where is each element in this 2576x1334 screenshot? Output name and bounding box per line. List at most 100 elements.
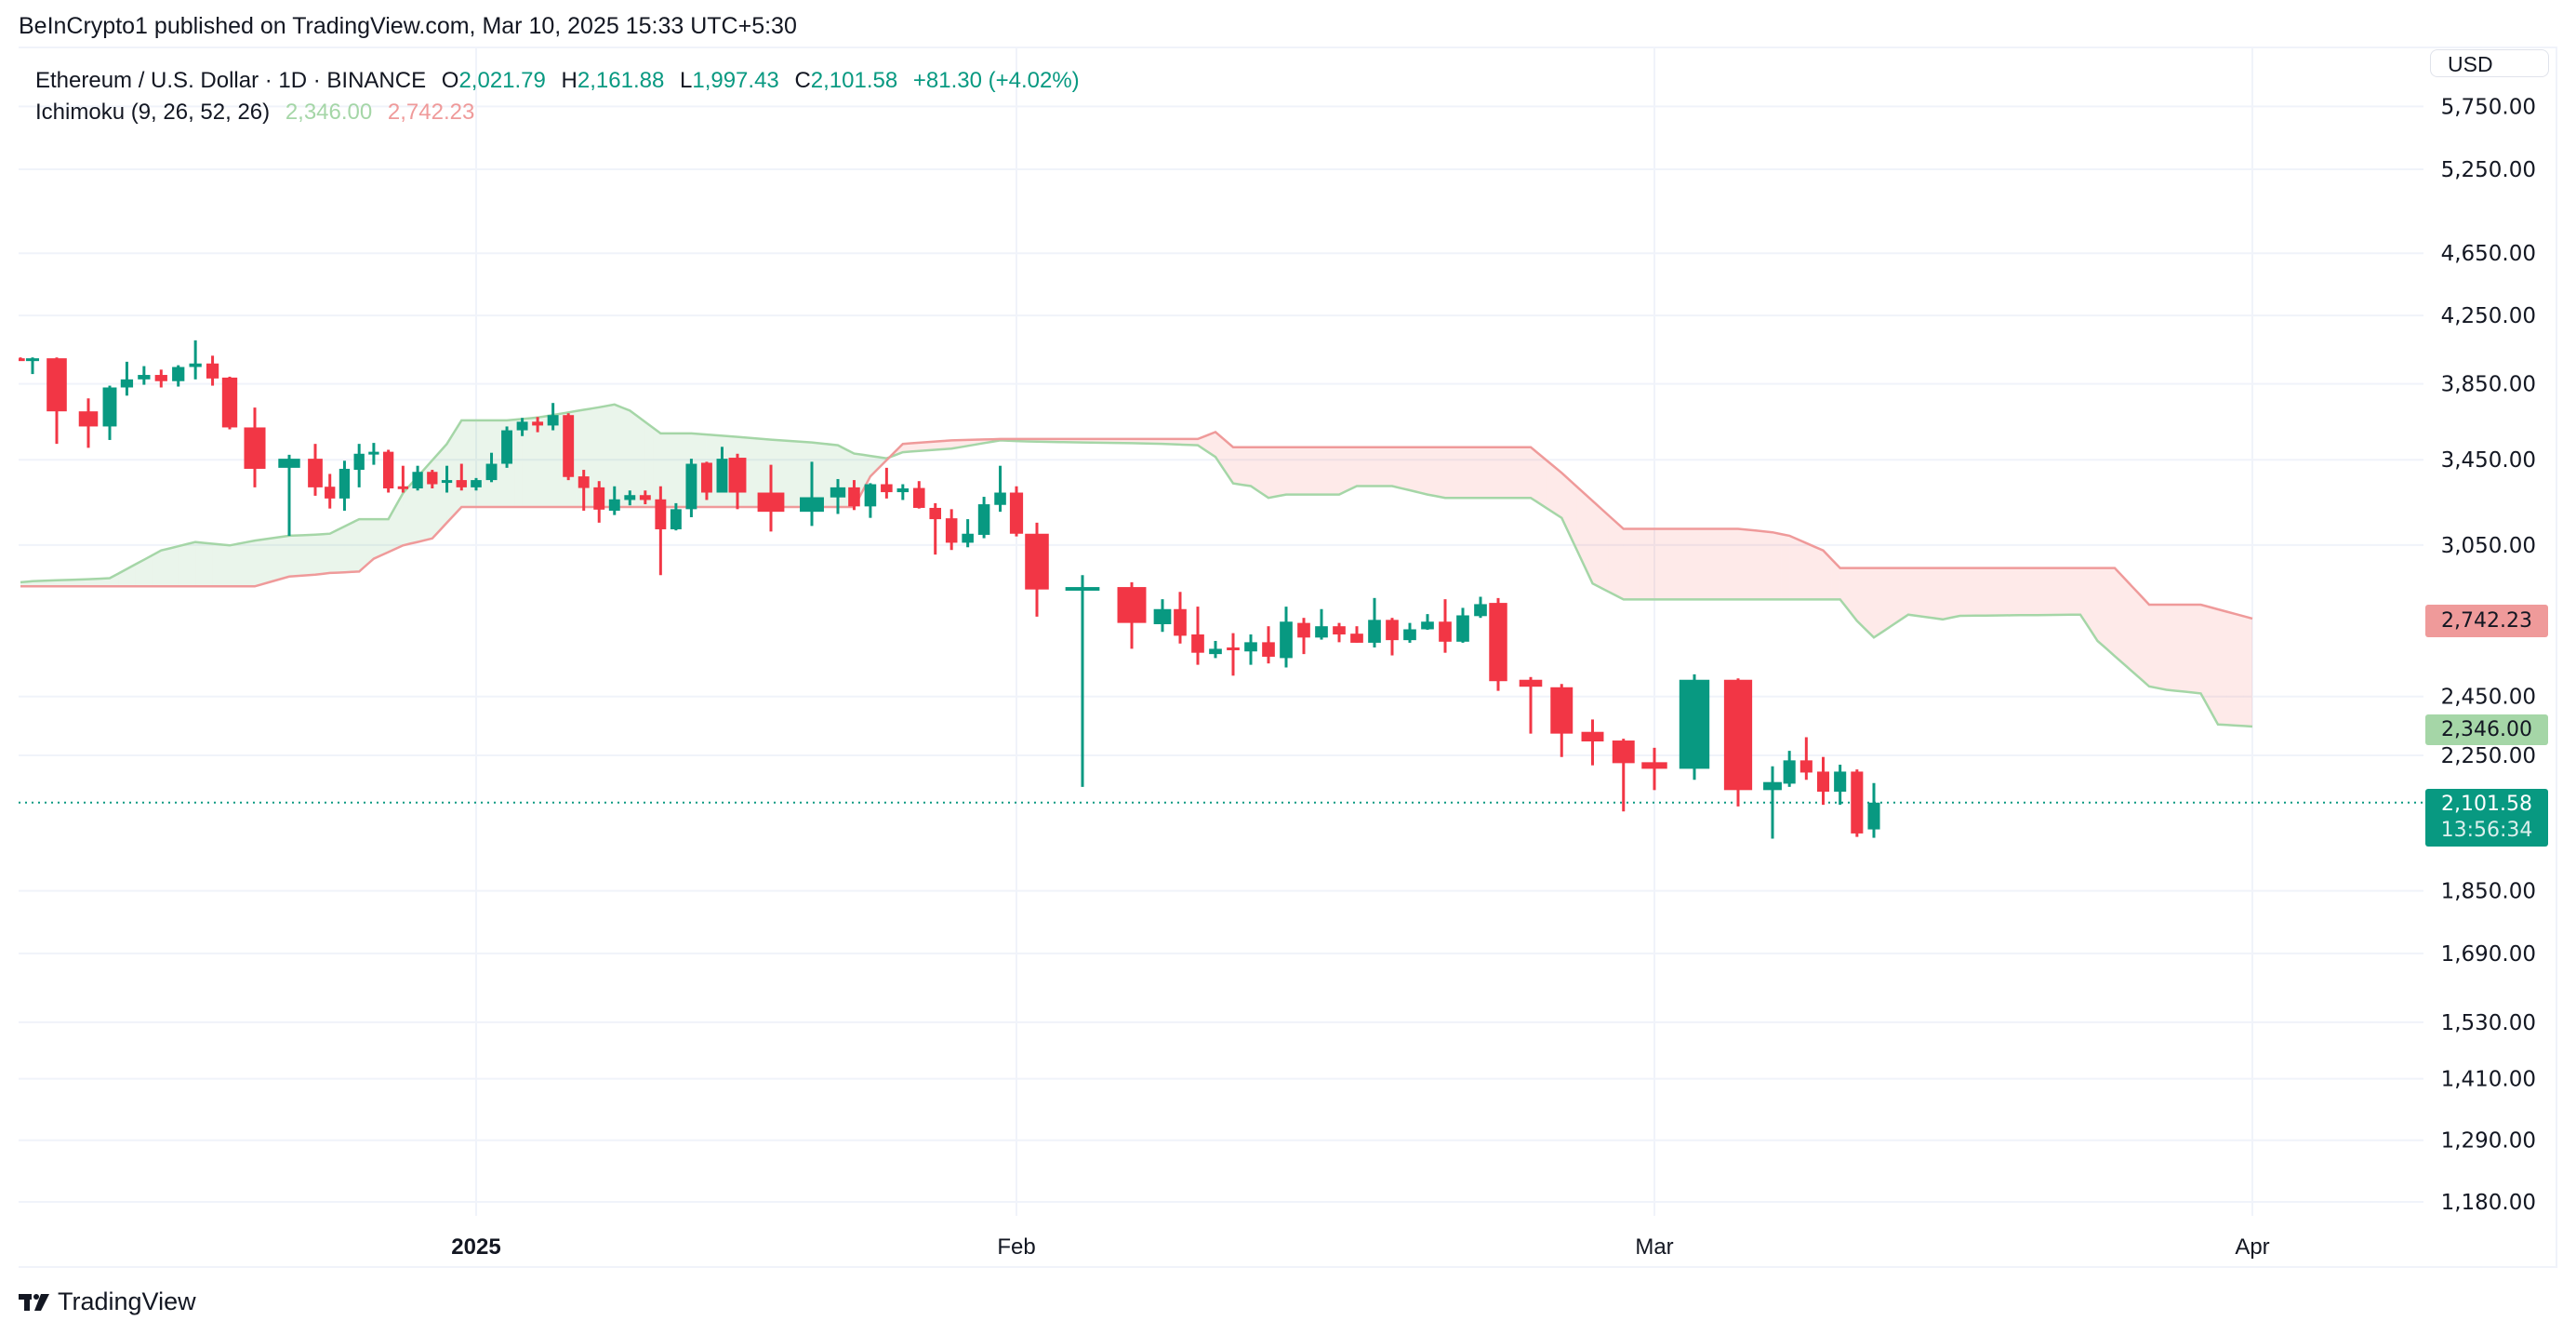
candle: [244, 407, 266, 487]
candle-body: [1519, 679, 1543, 687]
cloud-segment: [1242, 447, 1251, 487]
candle: [1816, 756, 1830, 806]
cloud-segment: [1968, 567, 1977, 616]
cloud-segment: [1694, 528, 1717, 600]
cloud-segment: [1639, 528, 1654, 600]
cloud-segment: [2037, 567, 2046, 616]
cloud-segment: [927, 441, 936, 451]
cloud-segment: [1383, 447, 1392, 487]
candle-body: [339, 468, 351, 499]
cloud-segment: [1357, 447, 1366, 487]
cloud-segment: [2012, 567, 2021, 616]
cloud-segment: [1514, 447, 1531, 499]
currency-button[interactable]: USD: [2430, 49, 2549, 77]
cloud-segment: [2226, 611, 2236, 726]
low-label: L: [679, 68, 693, 93]
candle: [563, 413, 575, 481]
cloud-segment: [591, 407, 600, 508]
cloud-segment: [212, 543, 221, 587]
cloud-segment: [919, 442, 927, 451]
cloud-segment: [1789, 535, 1799, 600]
candle-body: [368, 451, 379, 455]
cloud-segment: [1471, 447, 1481, 499]
candle-body: [1816, 771, 1830, 793]
candle: [325, 474, 336, 509]
candle-body: [881, 484, 893, 493]
span-b-price-tag: 2,742.23: [2425, 605, 2548, 637]
time-axis[interactable]: 2025 Feb Mar Apr: [451, 1234, 2269, 1260]
candle: [1386, 618, 1399, 656]
candle: [206, 355, 219, 386]
candle: [716, 447, 728, 493]
candle: [1209, 640, 1222, 659]
candle-body: [471, 480, 482, 487]
candle: [1519, 676, 1543, 734]
cloud-segment: [178, 543, 187, 587]
cloud-segment: [2115, 567, 2124, 664]
cloud-segment: [1427, 447, 1437, 497]
candle: [1153, 599, 1172, 633]
cloud-segment: [606, 404, 615, 508]
indicator-title[interactable]: Ichimoku (9, 26, 52, 26): [35, 100, 271, 125]
cloud-segment: [1773, 532, 1782, 600]
candle: [1065, 575, 1100, 787]
candle-body: [485, 463, 498, 481]
candle-body: [1783, 760, 1796, 784]
cloud-segment: [135, 559, 144, 587]
candle-body: [1191, 634, 1204, 653]
candle-body: [78, 411, 99, 427]
candle: [1421, 614, 1434, 631]
price-tick-label: 1,410.00: [2441, 1068, 2536, 1092]
cloud-segment: [380, 519, 389, 556]
time-tick-label: 2025: [451, 1234, 500, 1260]
candle-body: [1474, 604, 1487, 617]
cloud-segment: [2218, 608, 2227, 726]
candle: [593, 481, 605, 523]
candle-body: [501, 430, 513, 464]
candle: [1799, 737, 1812, 780]
cloud-segment: [902, 443, 911, 453]
candle: [471, 477, 482, 491]
low-value: 1,997.43: [692, 68, 779, 93]
cloud-segment: [1295, 447, 1304, 495]
candle: [977, 497, 990, 539]
cloud-segment: [143, 554, 153, 587]
cloud-segment: [1977, 567, 1986, 616]
candle-body: [1009, 492, 1024, 534]
cloud-segment: [1755, 530, 1773, 600]
candle: [1439, 599, 1452, 653]
candle: [1280, 607, 1293, 668]
cloud-segment: [870, 456, 879, 477]
symbol-title[interactable]: Ethereum / U.S. Dollar · 1D · BINANCE: [35, 68, 427, 93]
cloud-segment: [73, 579, 88, 587]
candle: [353, 444, 365, 487]
candle: [1783, 751, 1796, 787]
candle-body: [397, 486, 409, 489]
cloud-segment: [1463, 447, 1472, 499]
cloud-segment: [272, 535, 289, 582]
cloud-segment: [2080, 567, 2090, 628]
cloud-segment: [1576, 487, 1593, 584]
cloud-segment: [2046, 567, 2055, 616]
candle: [1474, 596, 1487, 619]
cloud-segment: [2149, 604, 2158, 688]
candle-body: [578, 476, 590, 488]
price-tick-label: 5,250.00: [2441, 158, 2536, 182]
candle: [278, 454, 300, 537]
candle-body: [848, 487, 860, 507]
candle-body: [1174, 608, 1187, 636]
cloud-segment: [1445, 447, 1454, 499]
candle: [1350, 626, 1363, 643]
close-value: 2,101.58: [810, 68, 898, 93]
candle: [1244, 634, 1257, 665]
cloud-segment: [1943, 567, 1952, 620]
candle-body: [1262, 642, 1275, 657]
price-axis[interactable]: 5,750.00 5,250.00 4,650.00 4,250.00 3,850.00…: [2441, 95, 2536, 1215]
candle-body: [1065, 587, 1100, 591]
candle-body: [532, 421, 544, 426]
candle-body: [563, 415, 575, 477]
cloud-segment: [395, 492, 404, 549]
last-price-value: 2,101.58: [2441, 793, 2532, 816]
tradingview-logo[interactable]: TradingView: [19, 1287, 196, 1316]
